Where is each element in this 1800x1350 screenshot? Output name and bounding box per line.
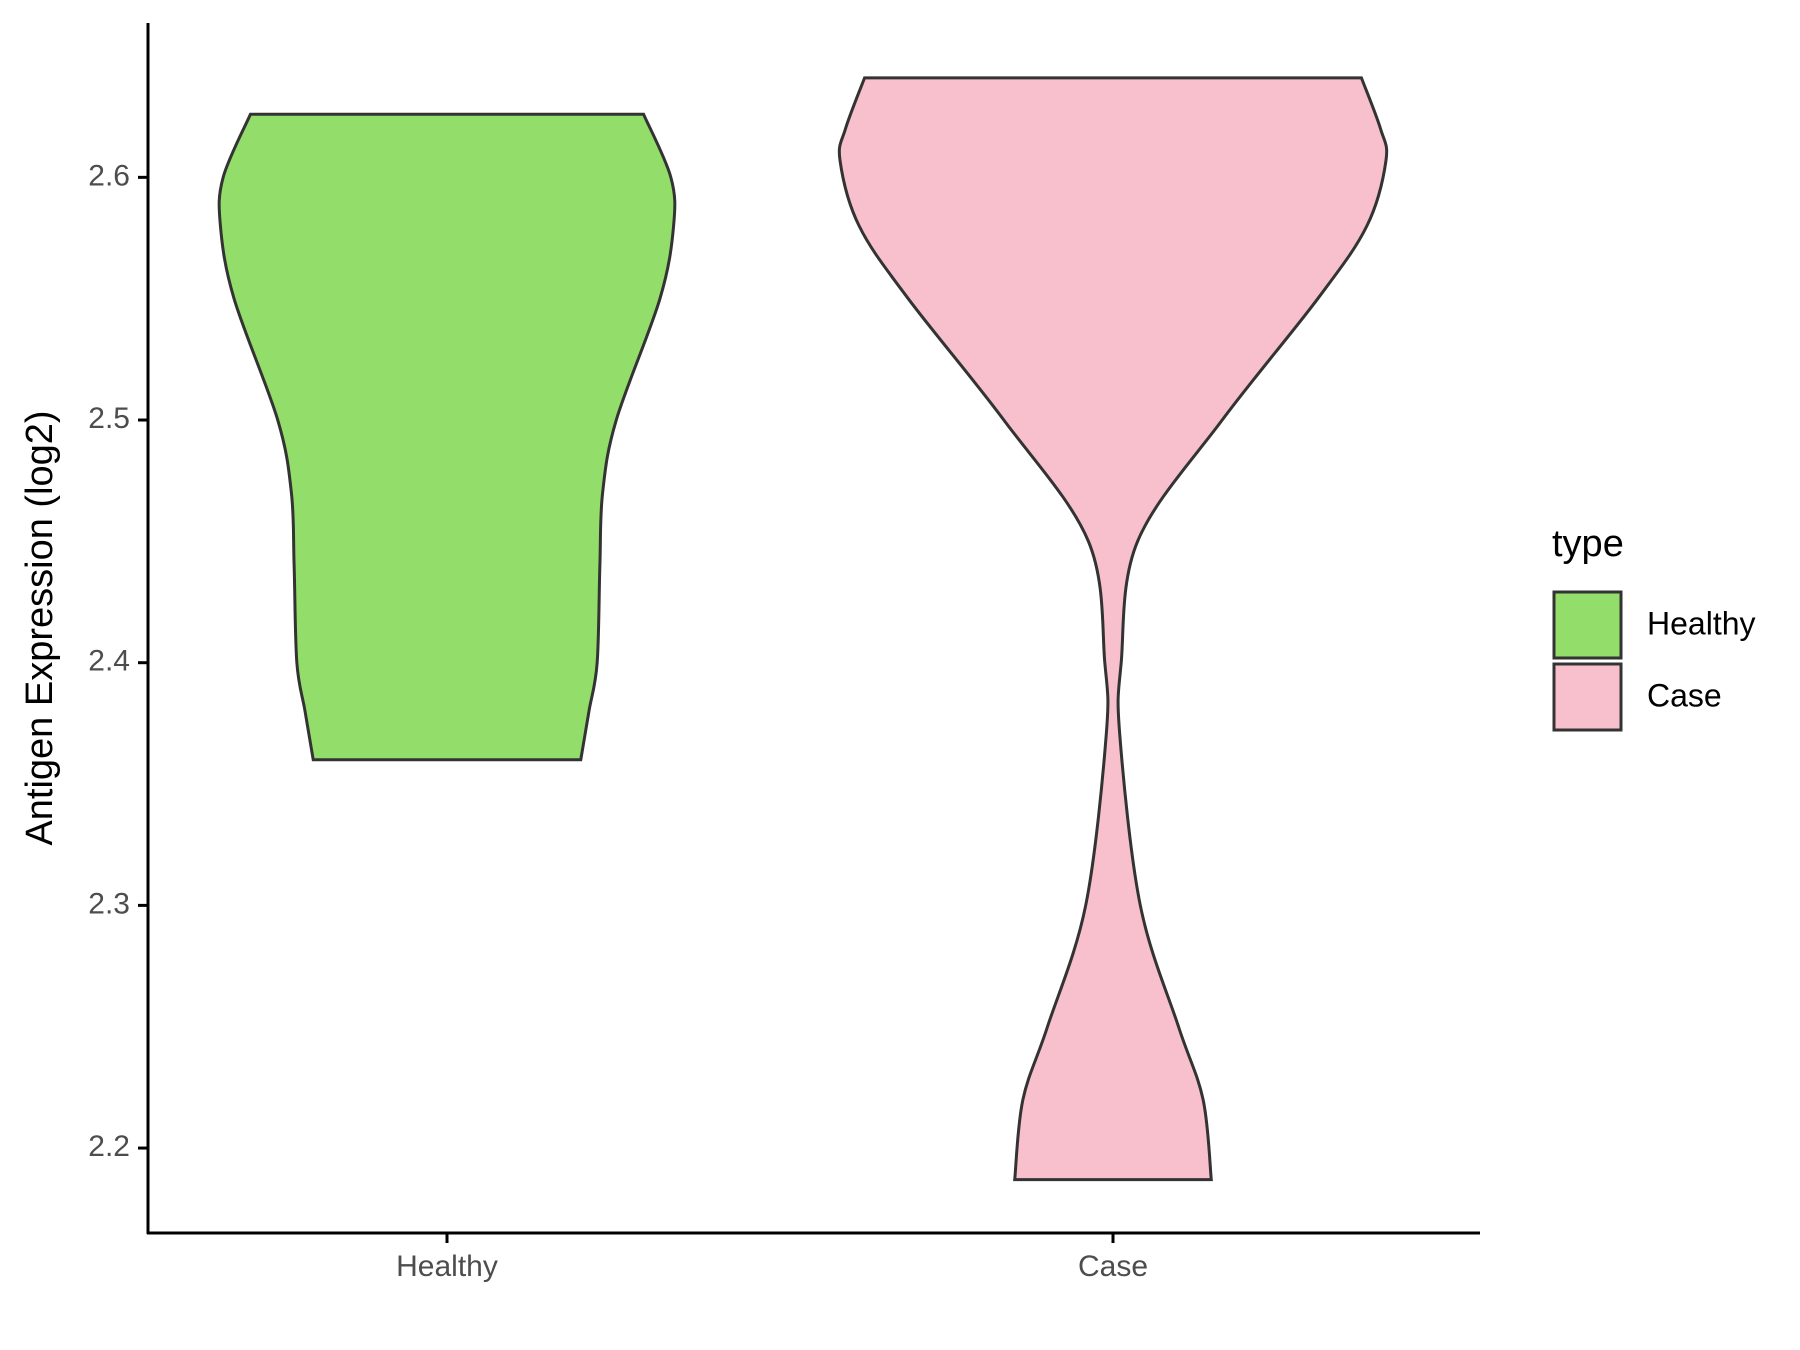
legend-title: type — [1552, 523, 1624, 565]
y-tick-label: 2.2 — [88, 1130, 130, 1163]
y-tick-label: 2.3 — [88, 887, 130, 920]
legend-key — [1552, 590, 1623, 660]
violin — [217, 112, 677, 762]
legend-label: Healthy — [1647, 605, 1756, 641]
x-tick-label: Case — [1078, 1250, 1148, 1283]
legend-label: Case — [1647, 677, 1722, 713]
y-tick-label: 2.6 — [88, 159, 130, 192]
legend-key — [1552, 662, 1623, 732]
violin — [837, 76, 1389, 1182]
x-tick-label: Healthy — [396, 1250, 498, 1283]
y-tick-label: 2.5 — [88, 402, 130, 435]
y-axis-title: Antigen Expression (log2) — [19, 410, 61, 845]
y-tick-label: 2.4 — [88, 645, 130, 678]
